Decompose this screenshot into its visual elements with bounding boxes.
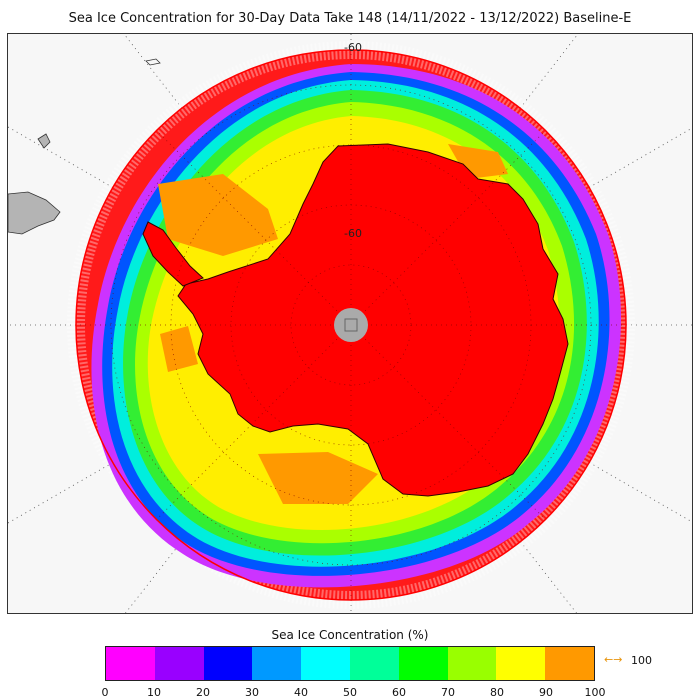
south-america-landmass — [8, 191, 61, 235]
pole-marker — [344, 318, 358, 332]
colorbar-segment — [349, 647, 399, 680]
lat-label-inner: -60 — [344, 227, 362, 240]
colorbar-tick: 40 — [294, 686, 308, 699]
colorbar-segment — [154, 647, 204, 680]
colorbar-tick: 30 — [245, 686, 259, 699]
map-svg: -60 -60 — [8, 34, 692, 613]
colorbar-segment — [301, 647, 350, 680]
colorbar-segment — [252, 647, 302, 680]
lat-label-outer: -60 — [344, 41, 362, 54]
colorbar-segment — [545, 647, 594, 680]
colorbar-tick: 80 — [490, 686, 504, 699]
island-outline-2 — [145, 58, 161, 66]
ice-patch-orange-ross — [258, 452, 378, 504]
colorbar-segment — [447, 647, 497, 680]
colorbar-tick: 20 — [196, 686, 210, 699]
polar-map: -60 -60 — [7, 33, 693, 614]
colorbar-tick: 60 — [392, 686, 406, 699]
colorbar-tick: 90 — [539, 686, 553, 699]
double-arrow-icon: ←→ — [604, 653, 623, 666]
colorbar-segment — [106, 647, 155, 680]
antarctic-peninsula — [142, 221, 204, 287]
colorbar-title: Sea Ice Concentration (%) — [271, 628, 429, 642]
colorbar-segment — [496, 647, 546, 680]
colorbar-tick: 0 — [101, 686, 109, 699]
colorbar-segment — [203, 647, 253, 680]
colorbar-tick: 10 — [147, 686, 161, 699]
page-title: Sea Ice Concentration for 30-Day Data Ta… — [68, 11, 632, 26]
colorbar-segment — [398, 647, 448, 680]
colorbar-tick: 50 — [343, 686, 357, 699]
graticule-inner — [76, 50, 626, 600]
pole-hole — [334, 308, 368, 342]
antarctica-continent — [177, 143, 569, 497]
colorbar-tick: 70 — [441, 686, 455, 699]
colorbar-reference-label: 100 — [631, 654, 652, 667]
ice-patch-orange-weddell — [158, 174, 278, 256]
island-outline-1 — [37, 133, 51, 149]
colorbar — [105, 646, 595, 681]
ice-patch-orange-west — [160, 326, 198, 372]
colorbar-tick: 100 — [584, 686, 606, 699]
map-disc-outline — [75, 49, 627, 601]
